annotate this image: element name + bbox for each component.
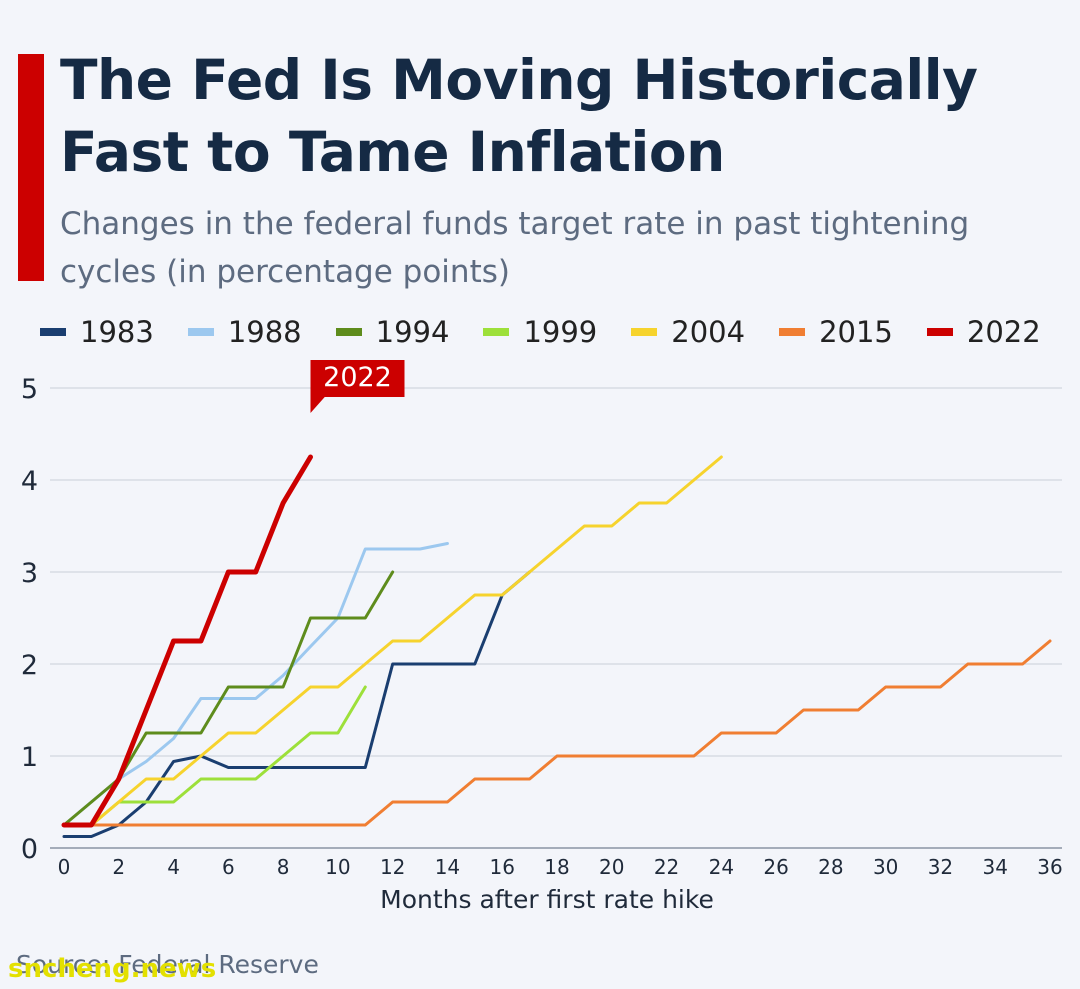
legend-label: 1999 — [523, 315, 598, 349]
legend-label: 2022 — [966, 315, 1041, 349]
y-tick-label: 5 — [21, 374, 38, 405]
y-tick-label: 4 — [21, 466, 38, 497]
series-line-1988 — [62, 541, 449, 827]
y-tick-label: 0 — [21, 834, 38, 865]
y-tick-label: 2 — [21, 650, 38, 681]
x-tick-label: 18 — [544, 855, 569, 879]
watermark: sncheng.news — [8, 954, 217, 984]
x-tick-label: 4 — [167, 855, 180, 879]
x-axis-label: Months after first rate hike — [380, 885, 714, 914]
x-tick-label: 20 — [599, 855, 624, 879]
x-tick-label: 24 — [709, 855, 734, 879]
x-tick-label: 6 — [222, 855, 235, 879]
x-tick-label: 8 — [277, 855, 290, 879]
legend-swatch — [779, 328, 806, 336]
legend-swatch — [483, 328, 510, 336]
x-tick-label: 22 — [654, 855, 679, 879]
chart-legend: 1983 1988 1994 1999 2004 2015 2022 — [40, 310, 1075, 354]
x-tick-label: 12 — [380, 855, 405, 879]
legend-swatch — [926, 328, 953, 336]
annotation-label: 2022 — [323, 362, 392, 393]
legend-label: 1983 — [80, 315, 154, 349]
x-tick-label: 10 — [325, 855, 350, 879]
chart-title: The Fed Is Moving Historically Fast to T… — [60, 48, 978, 184]
chart-subtitle: Changes in the federal funds target rate… — [60, 206, 970, 290]
annotation-box — [310, 360, 405, 397]
legend-swatch — [631, 328, 658, 336]
x-tick-label: 14 — [435, 855, 460, 879]
annotation-pointer — [310, 395, 327, 413]
legend-item-1994: 1994 — [335, 315, 450, 349]
legend-item-2015: 2015 — [779, 315, 893, 349]
series-line-2022 — [61, 454, 313, 828]
legend-item-2022: 2022 — [926, 315, 1041, 349]
x-tick-label: 30 — [873, 855, 898, 879]
legend-swatch — [187, 328, 214, 336]
x-tick-label: 28 — [818, 855, 843, 879]
x-tick-label: 34 — [982, 855, 1007, 879]
source-note: Source: Federal Reserve — [16, 950, 319, 979]
legend-label: 2015 — [819, 315, 893, 349]
legend-item-1988: 1988 — [187, 315, 302, 349]
y-tick-label: 3 — [21, 558, 38, 589]
series-line-2015 — [62, 639, 1052, 827]
legend-item-1999: 1999 — [483, 315, 597, 349]
legend-item-2004: 2004 — [631, 315, 745, 349]
legend-label: 1994 — [375, 315, 450, 349]
y-tick-label: 1 — [21, 742, 38, 773]
x-tick-label: 0 — [58, 855, 71, 879]
x-tick-label: 16 — [489, 855, 514, 879]
series-line-2004 — [62, 455, 723, 827]
legend-swatch — [335, 328, 362, 336]
legend-item-1983: 1983 — [40, 315, 154, 349]
legend-label: 2004 — [671, 315, 746, 349]
legend-label: 1988 — [227, 315, 302, 349]
x-tick-label: 36 — [1037, 855, 1062, 879]
legend-swatch — [40, 328, 66, 336]
x-tick-label: 2 — [112, 855, 125, 879]
title-accent-bar — [18, 54, 44, 281]
x-tick-label: 32 — [928, 855, 953, 879]
x-tick-label: 26 — [763, 855, 788, 879]
series-line-1983 — [62, 570, 532, 838]
